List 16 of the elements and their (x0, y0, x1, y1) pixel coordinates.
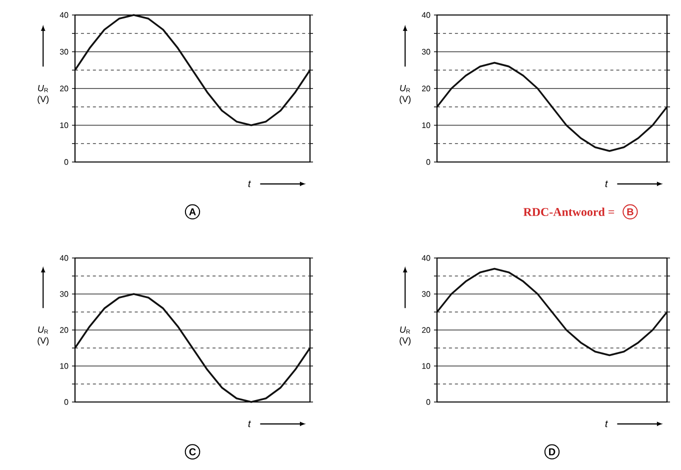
text: RDC-Antwoord = (523, 208, 614, 216)
line-series (74, 14, 311, 126)
line-series (74, 293, 311, 403)
y-axis-title: U$_{R}$ (V) (400, 84, 411, 104)
text: B (627, 208, 634, 216)
y-axis-title: U$_{R}$ (V) (38, 84, 49, 104)
text: D (549, 448, 556, 456)
x-axis-title: t (605, 180, 608, 188)
text: A (189, 208, 196, 216)
y-axis-title: U$_{R}$ (V) (400, 326, 411, 346)
y-axis-title: U$_{R}$ (V) (38, 326, 49, 346)
x-axis-title: t (248, 420, 252, 428)
x-axis-title: t (605, 420, 608, 428)
x-axis-title: t (248, 180, 252, 188)
text: C (189, 448, 196, 456)
line-series (436, 62, 668, 152)
